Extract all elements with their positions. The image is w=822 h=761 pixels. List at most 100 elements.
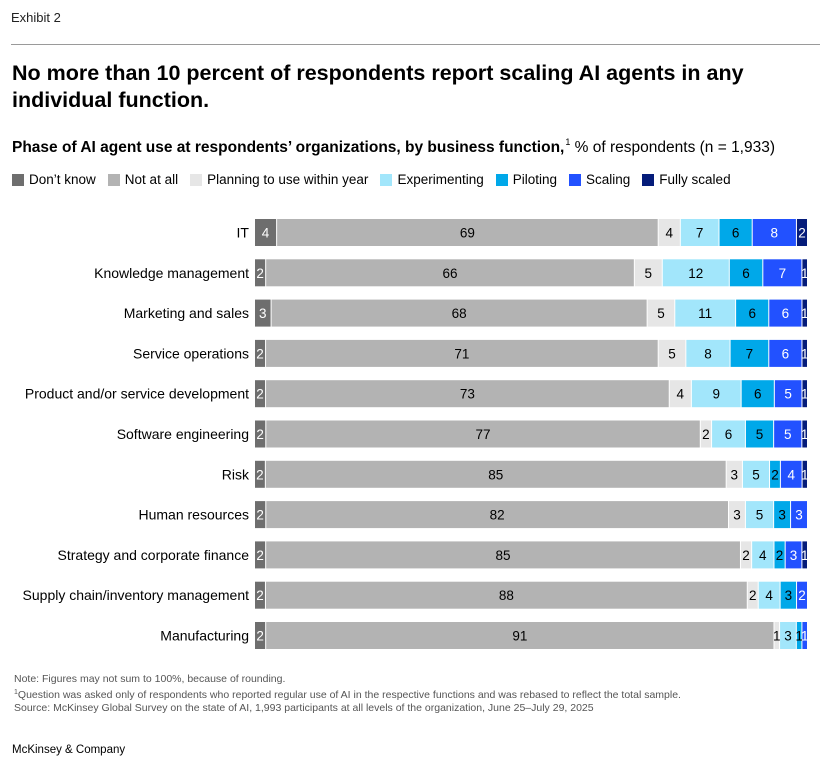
chart-subtitle: Phase of AI agent use at respondents’ or… [12, 137, 775, 157]
data-label: 1 [801, 266, 809, 281]
legend: Don’t know Not at all Planning to use with… [12, 172, 743, 187]
legend-label: Fully scaled [659, 172, 731, 187]
bar-segment [802, 460, 807, 488]
data-label: 1 [795, 629, 803, 644]
legend-label: Piloting [512, 172, 558, 187]
data-label: 85 [496, 548, 511, 563]
data-label: 3 [785, 588, 793, 603]
category-label: IT [237, 225, 250, 241]
bar-segment [658, 339, 686, 367]
bar-segment [255, 259, 266, 287]
bar-segment [770, 460, 780, 488]
legend-label: Not at all [124, 172, 179, 187]
footnote-source: Source: McKinsey Global Survey on the st… [14, 702, 594, 714]
brand-logo-text: McKinsey & Company [12, 744, 126, 756]
data-label: 2 [702, 427, 710, 442]
bar-segment [802, 339, 807, 367]
data-label: 4 [665, 226, 673, 241]
category-label: Knowledge management [94, 265, 249, 281]
bar-segment [769, 299, 802, 327]
category-label: Strategy and corporate finance [58, 547, 250, 563]
bar-segment [658, 219, 680, 246]
legend-item-4: Piloting [495, 172, 558, 187]
exhibit-label: Exhibit 2 [11, 10, 61, 25]
data-label: 3 [731, 467, 739, 482]
bar-segment [780, 622, 796, 649]
category-label: Product and/or service development [25, 386, 249, 402]
bar-segment [680, 219, 719, 246]
bar-segment [266, 622, 774, 649]
bar-segment [741, 380, 774, 408]
bar-segment [796, 622, 802, 649]
data-label: 77 [476, 427, 491, 442]
data-label: 2 [749, 588, 757, 603]
data-label: 4 [262, 226, 270, 241]
data-label: 3 [790, 548, 798, 563]
bar-segment [669, 380, 691, 408]
footnote-question-text: Question was asked only of respondents w… [17, 689, 681, 701]
bar-segment [691, 380, 741, 408]
data-label: 7 [746, 346, 754, 361]
bar-segment [255, 420, 266, 448]
data-label: 2 [256, 548, 264, 563]
data-label: 8 [771, 226, 779, 241]
legend-label: Planning to use within year [207, 172, 369, 187]
bar-segment [780, 460, 802, 488]
bar-segment [802, 420, 807, 448]
legend-label: Scaling [586, 172, 631, 187]
data-label: 8 [704, 346, 712, 361]
bar-segment [255, 622, 266, 649]
bar-segment [712, 420, 745, 448]
bar-segment [763, 259, 802, 287]
bar-segment [730, 339, 769, 367]
legend-swatch [190, 173, 203, 186]
data-label: 1 [801, 548, 809, 563]
bar-segment [719, 219, 752, 246]
data-label: 2 [776, 548, 784, 563]
data-label: 66 [442, 266, 457, 281]
bar-segment [797, 581, 807, 609]
data-label: 73 [460, 387, 475, 402]
data-label: 1 [801, 629, 809, 644]
bar-segment [265, 581, 747, 609]
bar-segment [266, 420, 700, 448]
legend-label: Don’t know [29, 172, 96, 187]
bar-segment [796, 219, 807, 246]
bar-segment [791, 501, 807, 529]
legend-item-0: Don’t know [12, 172, 96, 187]
data-label: 3 [784, 629, 792, 644]
data-label: 9 [712, 387, 720, 402]
bar-segment [758, 581, 780, 609]
bar-segment [255, 460, 265, 488]
data-label: 12 [688, 266, 703, 281]
legend-swatch [107, 173, 120, 186]
bar-segment [647, 299, 675, 327]
bar-segment [745, 501, 774, 529]
data-label: 5 [645, 266, 653, 281]
category-label: Supply chain/inventory management [23, 587, 250, 603]
data-label: 2 [771, 467, 779, 482]
category-label: Marketing and sales [124, 305, 249, 321]
data-label: 3 [733, 508, 741, 523]
data-label: 7 [696, 226, 704, 241]
bar-segment [277, 219, 658, 246]
data-label: 1 [801, 346, 809, 361]
bar-segment [736, 299, 769, 327]
category-label: Service operations [133, 345, 249, 361]
bar-segment [769, 339, 802, 367]
data-label: 2 [256, 346, 264, 361]
data-label: 2 [256, 427, 264, 442]
bar-segment [255, 541, 266, 569]
bar-segment [255, 380, 266, 408]
bar-segment [802, 259, 807, 287]
legend-item-6: Fully scaled [642, 172, 731, 187]
data-label: 4 [787, 467, 795, 482]
footnotes: Note: Figures may not sum to 100%, becau… [14, 673, 681, 715]
legend-item-5: Scaling [569, 172, 630, 187]
data-label: 5 [657, 306, 665, 321]
bar-segment [745, 420, 774, 448]
bar-segment [255, 501, 266, 529]
bar-segment [774, 622, 780, 649]
bar-segment [774, 420, 802, 448]
